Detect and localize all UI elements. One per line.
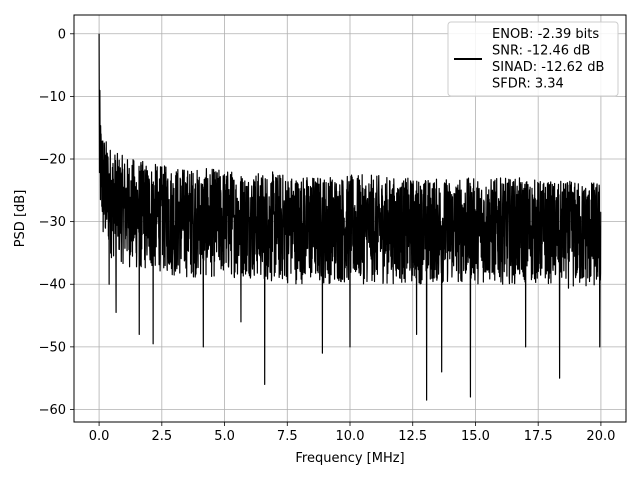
y-tick-label: −10 — [39, 90, 66, 105]
legend-line-sfdr: SFDR: 3.34 — [492, 77, 564, 92]
x-tick-label: 17.5 — [524, 429, 553, 444]
y-tick-label: −20 — [39, 153, 66, 168]
legend-line-snr: SNR: -12.46 dB — [492, 44, 590, 59]
y-tick-label: −50 — [39, 340, 66, 355]
legend-box — [447, 21, 619, 97]
y-tick-label: −40 — [39, 278, 66, 293]
plot-area — [98, 33, 602, 401]
x-tick-label: 20.0 — [586, 429, 615, 444]
x-tick-label: 7.5 — [277, 429, 298, 444]
y-tick-label: −60 — [39, 403, 66, 418]
x-tick-label: 0.0 — [89, 429, 110, 444]
y-axis-label: PSD [dB] — [13, 190, 28, 248]
x-tick-label: 2.5 — [151, 429, 172, 444]
y-tick-label: 0 — [58, 27, 66, 42]
x-tick-label: 12.5 — [398, 429, 427, 444]
y-tick-label: −30 — [39, 215, 66, 230]
x-tick-label: 5.0 — [214, 429, 235, 444]
legend: ENOB: -2.39 bits SNR: -12.46 dB SINAD: -… — [447, 21, 619, 97]
x-tick-label: 15.0 — [461, 429, 490, 444]
x-axis-label: Frequency [MHz] — [295, 451, 404, 466]
legend-line-sinad: SINAD: -12.62 dB — [492, 60, 604, 75]
legend-line-enob: ENOB: -2.39 bits — [492, 27, 599, 42]
psd-series-line — [98, 33, 602, 401]
x-tick-label: 10.0 — [336, 429, 365, 444]
ticks: 0.0 2.5 5.0 7.5 10.0 12.5 15.0 17.5 20.0 0 −10 −20 −… — [39, 27, 616, 444]
